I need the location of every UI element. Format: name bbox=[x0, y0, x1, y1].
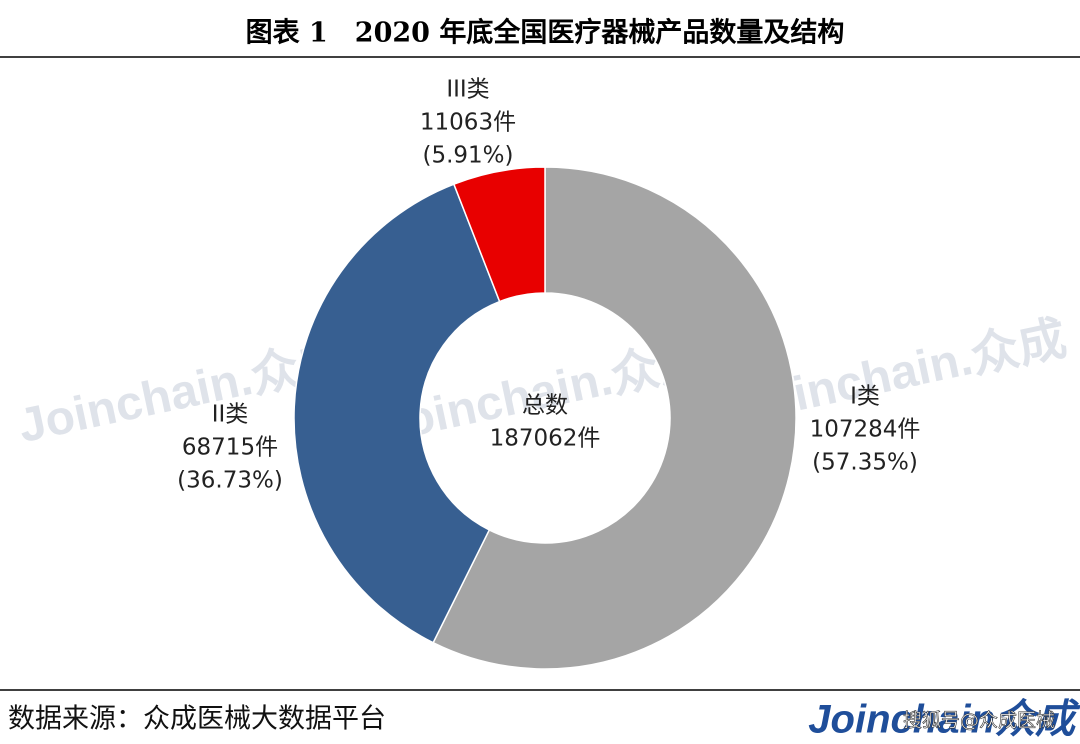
source: 数据来源：众成医械大数据平台 bbox=[8, 704, 386, 735]
slice-category: I类 bbox=[850, 384, 880, 410]
center-total: 187062件 bbox=[490, 426, 601, 452]
donut-slice bbox=[293, 183, 501, 644]
slice-percent-label: (36.73%) bbox=[177, 468, 283, 494]
donut-slice bbox=[452, 166, 546, 303]
slice-category: III类 bbox=[446, 77, 489, 103]
center-title: 总数 bbox=[522, 393, 568, 419]
donut-slice bbox=[432, 166, 797, 670]
slice-value-label: 107284件 bbox=[810, 417, 921, 443]
logo: Joinchain众成 bbox=[808, 698, 1080, 742]
credit: 搜狐号@众成医械 bbox=[903, 710, 1055, 732]
slice-percent-label: (57.35%) bbox=[812, 450, 918, 476]
slice-category: II类 bbox=[212, 402, 249, 428]
slice-value-label: 68715件 bbox=[182, 435, 278, 461]
slice-percent-label: (5.91%) bbox=[422, 143, 513, 169]
chart-title: 图表 1 2020 年底全国医疗器械产品数量及结构 bbox=[246, 17, 845, 49]
plot: Joinchain.众成 Joinchain.众成 Joinchain.众成I类10… bbox=[14, 77, 1071, 670]
slice-value-label: 11063件 bbox=[420, 110, 516, 136]
